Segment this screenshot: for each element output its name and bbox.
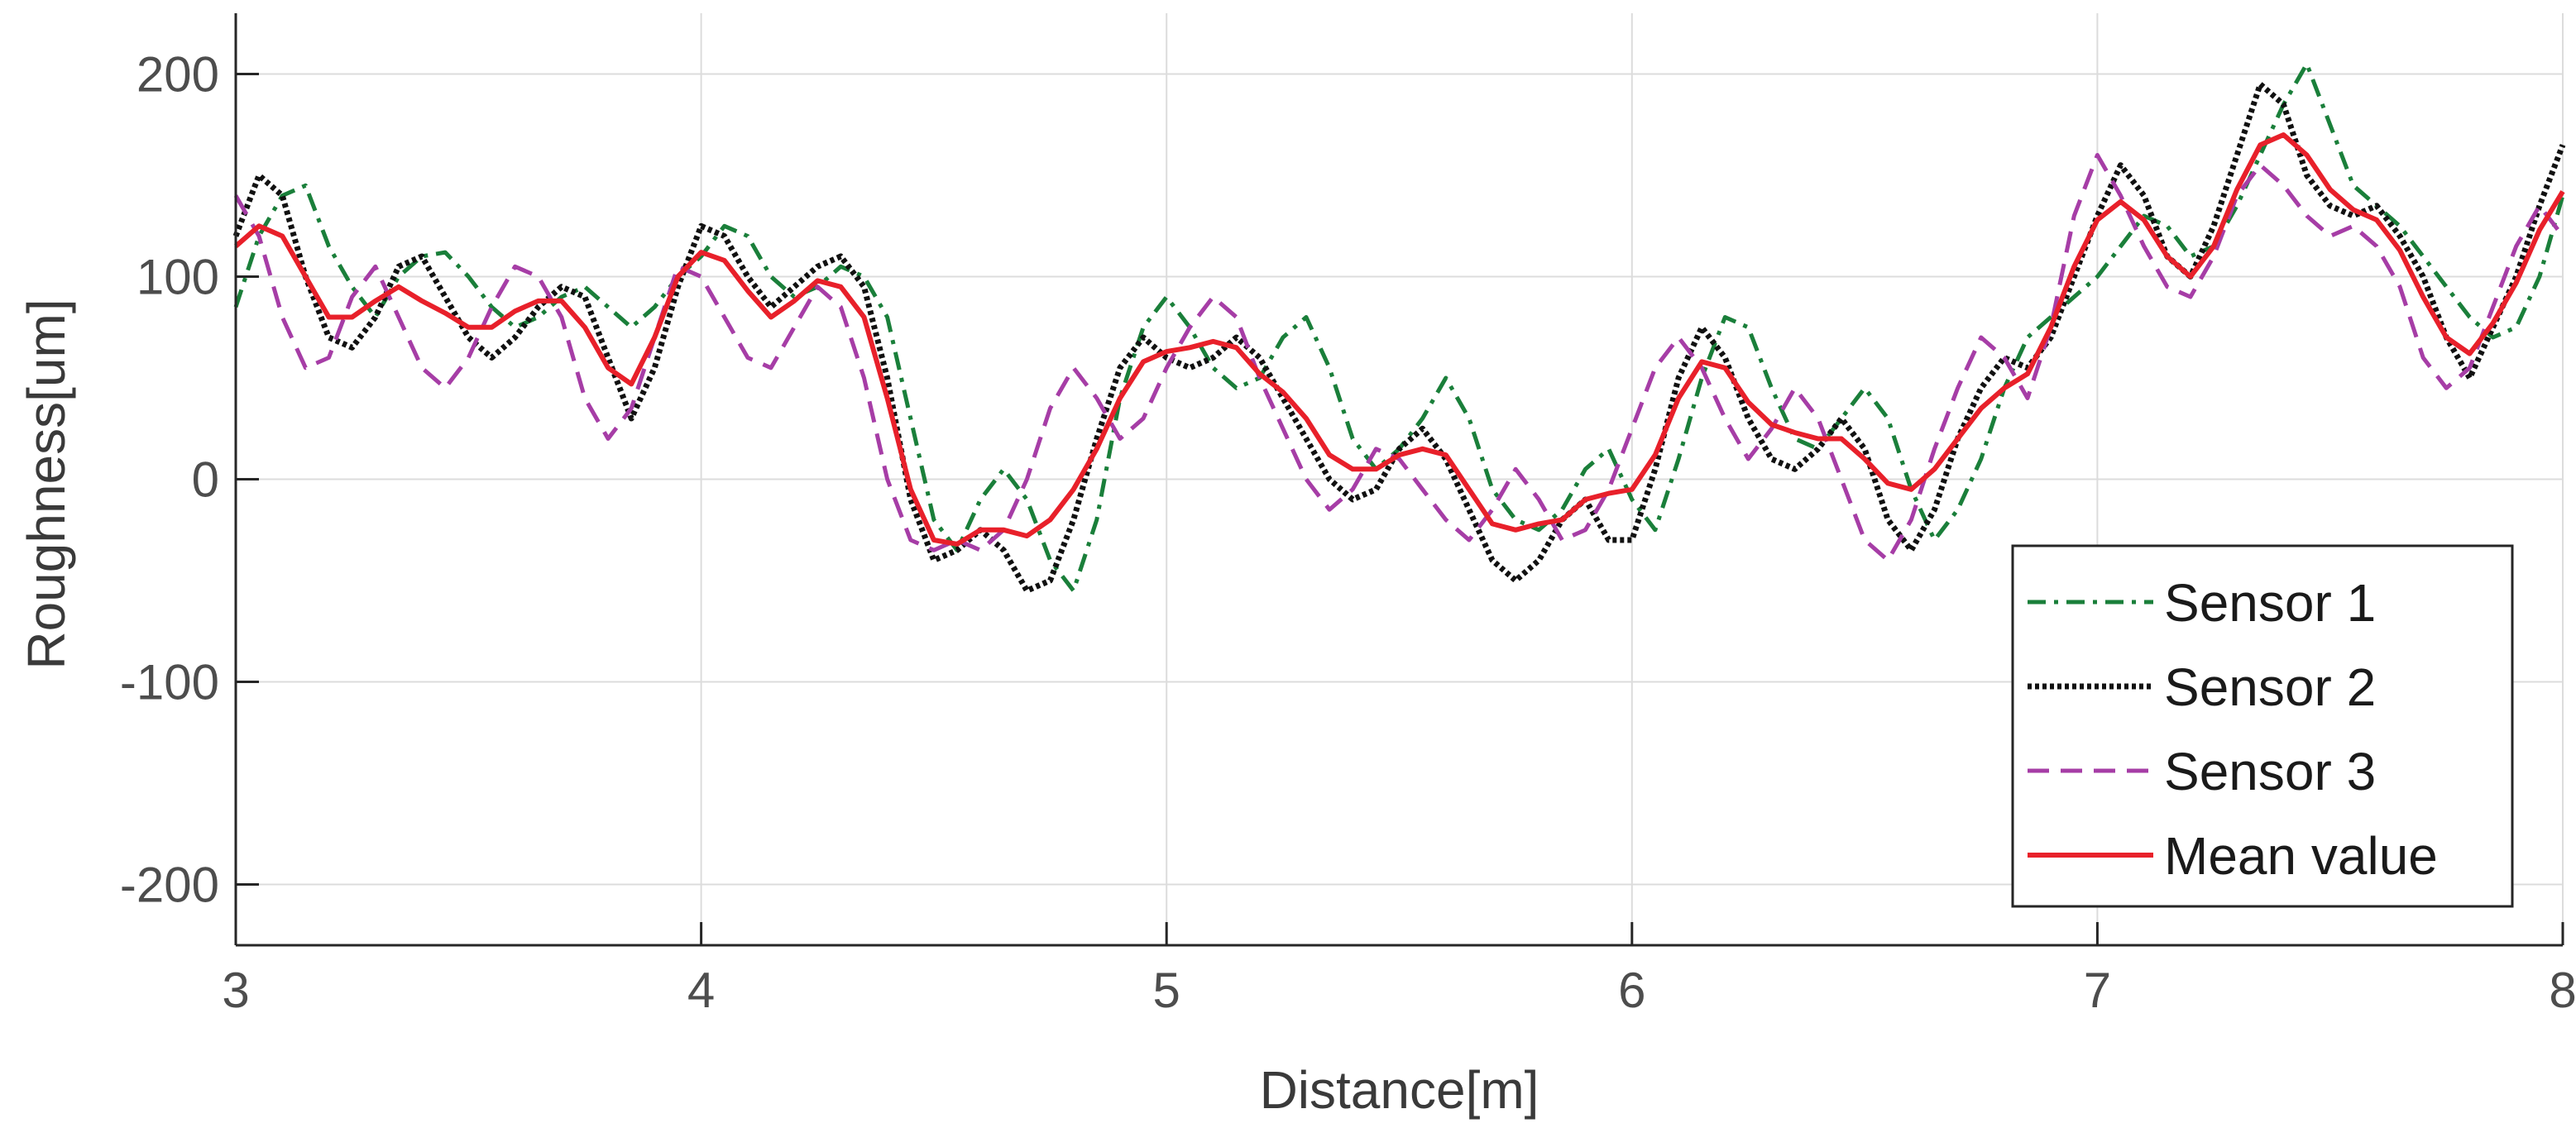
tick-labels: 3 4 5 6 7 8 -200 -100 0 100 200: [120, 47, 2576, 1019]
axes: [234, 13, 2564, 947]
x-tick-label: 5: [1153, 963, 1180, 1018]
x-tick-label: 6: [1618, 963, 1645, 1018]
y-axis-label: Roughness[um]: [17, 299, 76, 669]
legend-label-1: Sensor 1: [2164, 573, 2376, 633]
y-tick-label: 100: [136, 250, 219, 305]
legend: Sensor 1 Sensor 2 Sensor 3 Mean value: [2011, 544, 2514, 908]
series-line-4: [234, 132, 2565, 547]
x-tick-label: 3: [222, 963, 249, 1018]
y-tick-label: -100: [120, 655, 219, 710]
y-tick-label: 200: [136, 47, 219, 103]
series-line-2: [232, 81, 2566, 594]
series-layer: [232, 61, 2566, 594]
x-tick-label: 7: [2084, 963, 2111, 1018]
legend-label-4: Mean value: [2164, 826, 2438, 886]
y-tick-label: -200: [120, 858, 219, 913]
y-tick-label: 0: [192, 452, 219, 508]
x-tick-label: 8: [2549, 963, 2576, 1018]
x-axis-label: Distance[m]: [1260, 1060, 1539, 1120]
legend-label-2: Sensor 2: [2164, 657, 2376, 717]
x-tick-label: 4: [687, 963, 715, 1018]
legend-label-3: Sensor 3: [2164, 742, 2376, 801]
series-line-3: [233, 153, 2564, 562]
legend-box: [2011, 544, 2514, 908]
